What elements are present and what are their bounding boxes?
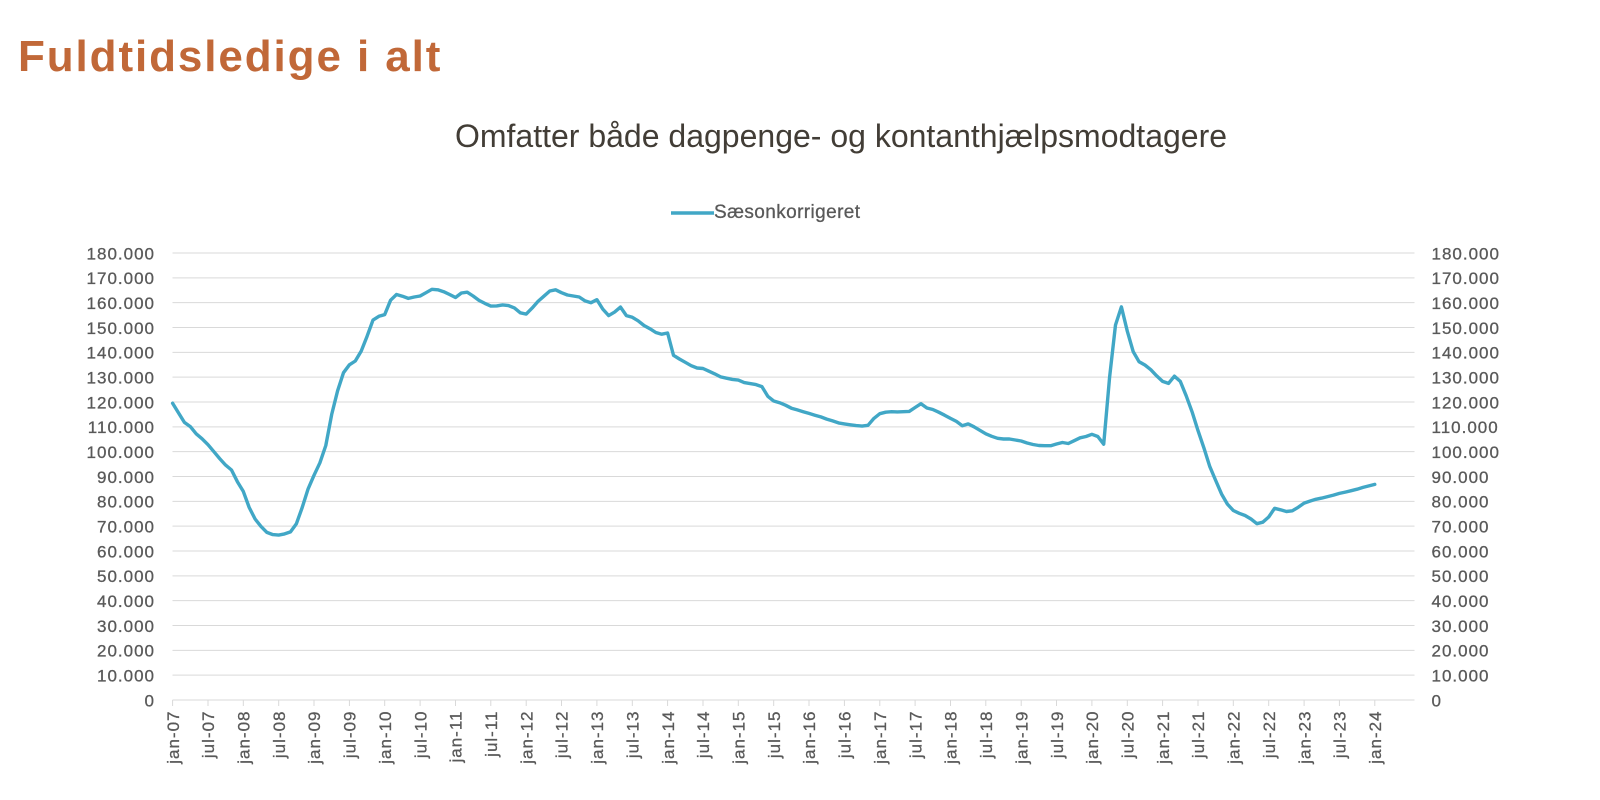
svg-text:120.000: 120.000	[1432, 393, 1500, 412]
svg-text:jan-16: jan-16	[800, 711, 819, 765]
svg-text:120.000: 120.000	[87, 393, 155, 412]
svg-text:180.000: 180.000	[1432, 244, 1500, 263]
svg-text:50.000: 50.000	[1432, 567, 1490, 586]
svg-text:160.000: 160.000	[87, 294, 155, 313]
svg-text:130.000: 130.000	[87, 369, 155, 388]
svg-text:170.000: 170.000	[87, 269, 155, 288]
svg-text:jul-20: jul-20	[1119, 711, 1138, 760]
svg-text:jan-22: jan-22	[1225, 711, 1244, 765]
svg-text:jan-17: jan-17	[871, 711, 890, 765]
svg-text:Omfatter både dagpenge- og kon: Omfatter både dagpenge- og kontanthjælps…	[455, 118, 1227, 154]
svg-text:110.000: 110.000	[88, 418, 155, 437]
svg-text:130.000: 130.000	[1432, 369, 1500, 388]
svg-text:jan-23: jan-23	[1295, 711, 1314, 765]
svg-text:Fuldtidsledige i alt: Fuldtidsledige i alt	[18, 32, 442, 81]
svg-text:10.000: 10.000	[97, 667, 155, 686]
svg-text:jan-14: jan-14	[659, 711, 678, 765]
svg-text:jan-24: jan-24	[1366, 711, 1385, 765]
svg-text:jan-10: jan-10	[376, 711, 395, 765]
svg-text:jul-08: jul-08	[270, 711, 289, 760]
svg-text:jan-12: jan-12	[517, 711, 536, 765]
svg-text:150.000: 150.000	[87, 319, 155, 338]
svg-text:jul-09: jul-09	[341, 711, 360, 760]
svg-text:jul-19: jul-19	[1048, 711, 1067, 760]
svg-text:60.000: 60.000	[1432, 542, 1490, 561]
svg-text:jan-11: jan-11	[447, 711, 466, 764]
svg-text:70.000: 70.000	[1432, 518, 1490, 537]
svg-text:90.000: 90.000	[1432, 468, 1490, 487]
svg-text:170.000: 170.000	[1432, 269, 1500, 288]
svg-text:0: 0	[1432, 691, 1442, 710]
svg-text:jul-21: jul-21	[1189, 711, 1208, 760]
svg-text:180.000: 180.000	[87, 244, 155, 263]
svg-text:30.000: 30.000	[97, 617, 155, 636]
svg-text:20.000: 20.000	[97, 642, 155, 661]
svg-text:jan-07: jan-07	[164, 711, 183, 765]
svg-text:10.000: 10.000	[1432, 667, 1490, 686]
svg-text:100.000: 100.000	[1432, 443, 1500, 462]
svg-text:jan-09: jan-09	[305, 711, 324, 765]
svg-text:140.000: 140.000	[87, 344, 155, 363]
svg-text:80.000: 80.000	[97, 493, 155, 512]
svg-text:jan-08: jan-08	[235, 711, 254, 765]
svg-text:50.000: 50.000	[97, 567, 155, 586]
svg-text:160.000: 160.000	[1432, 294, 1500, 313]
svg-text:jul-18: jul-18	[977, 711, 996, 760]
svg-text:60.000: 60.000	[97, 542, 155, 561]
svg-text:jan-15: jan-15	[730, 711, 749, 765]
svg-text:jan-20: jan-20	[1083, 711, 1102, 765]
svg-text:jul-17: jul-17	[906, 711, 925, 760]
svg-text:jan-21: jan-21	[1154, 711, 1173, 765]
svg-text:jul-14: jul-14	[694, 711, 713, 760]
svg-text:110.000: 110.000	[1432, 418, 1499, 437]
svg-text:jul-12: jul-12	[553, 711, 572, 760]
svg-text:20.000: 20.000	[1432, 642, 1490, 661]
svg-text:jul-07: jul-07	[199, 711, 218, 760]
svg-text:jul-16: jul-16	[836, 711, 855, 760]
svg-text:jul-13: jul-13	[624, 711, 643, 760]
svg-text:150.000: 150.000	[1432, 319, 1500, 338]
svg-text:100.000: 100.000	[87, 443, 155, 462]
svg-text:jul-11: jul-11	[482, 711, 501, 758]
svg-text:Sæsonkorrigeret: Sæsonkorrigeret	[714, 202, 861, 223]
svg-text:40.000: 40.000	[1432, 592, 1490, 611]
svg-text:30.000: 30.000	[1432, 617, 1490, 636]
svg-text:90.000: 90.000	[97, 468, 155, 487]
svg-text:70.000: 70.000	[97, 518, 155, 537]
svg-text:jan-19: jan-19	[1012, 711, 1031, 765]
svg-text:0: 0	[145, 691, 155, 710]
svg-text:jul-22: jul-22	[1260, 711, 1279, 760]
svg-text:140.000: 140.000	[1432, 344, 1500, 363]
svg-text:40.000: 40.000	[97, 592, 155, 611]
svg-text:80.000: 80.000	[1432, 493, 1490, 512]
svg-text:jul-10: jul-10	[411, 711, 430, 760]
svg-text:jan-13: jan-13	[588, 711, 607, 765]
svg-text:jan-18: jan-18	[942, 711, 961, 765]
svg-text:jul-23: jul-23	[1331, 711, 1350, 760]
svg-text:jul-15: jul-15	[765, 711, 784, 760]
